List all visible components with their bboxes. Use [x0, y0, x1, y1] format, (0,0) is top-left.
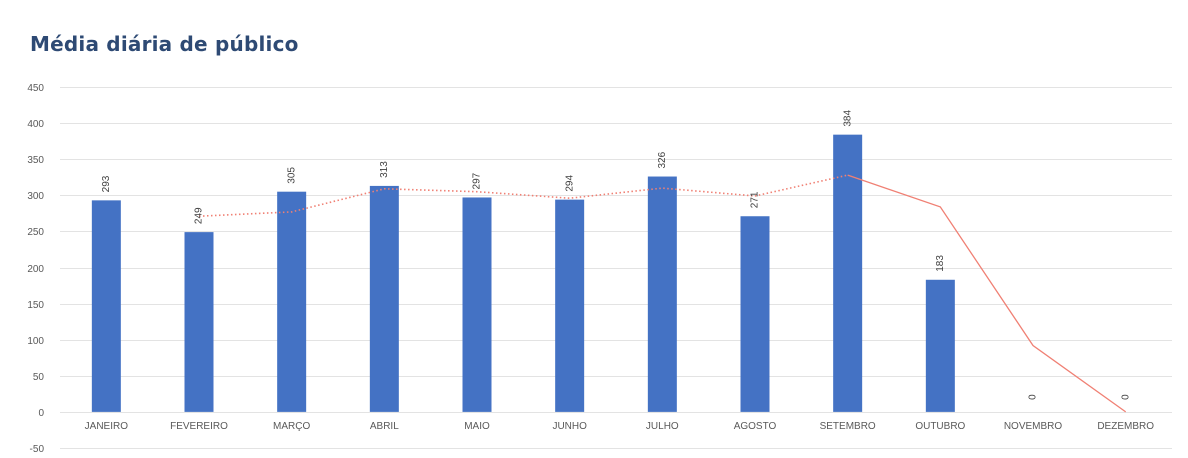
x-tick-label: JULHO — [646, 421, 679, 432]
bar — [833, 134, 863, 412]
y-tick-label: 300 — [27, 191, 44, 202]
data-label: 249 — [194, 207, 205, 224]
bar — [184, 232, 214, 412]
data-label: 0 — [1120, 394, 1131, 400]
bar — [369, 185, 399, 412]
x-axis-labels: JANEIRO FEVEREIRO MARÇO ABRIL MAIO JUNHO JULHO… — [85, 421, 1155, 432]
x-tick-label: JANEIRO — [85, 421, 129, 432]
bar — [740, 216, 770, 412]
bar — [555, 199, 585, 412]
data-label: 0 — [1028, 394, 1039, 400]
x-tick-label: NOVEMBRO — [1004, 421, 1063, 432]
data-label: 313 — [379, 161, 390, 178]
y-tick-label: 350 — [27, 155, 44, 166]
data-label: 326 — [657, 151, 668, 168]
x-tick-label: MAIO — [464, 421, 490, 432]
data-label: 293 — [101, 175, 112, 192]
trendline-solid — [847, 174, 1127, 413]
x-tick-label: MARÇO — [273, 421, 310, 432]
y-tick-label: 400 — [27, 119, 44, 130]
bar — [925, 279, 955, 412]
x-tick-label: ABRIL — [370, 421, 399, 432]
data-label: 384 — [842, 110, 853, 127]
y-tick-label: -50 — [30, 444, 45, 455]
chart-title: Média diária de público — [30, 32, 299, 56]
data-label: 305 — [286, 167, 297, 184]
y-tick-label: 450 — [27, 83, 44, 94]
y-tick-label: 0 — [38, 408, 44, 419]
data-label: 294 — [564, 175, 575, 192]
bar — [91, 200, 121, 412]
y-tick-label: 100 — [27, 336, 44, 347]
data-label: 271 — [750, 191, 761, 208]
bar — [647, 176, 677, 412]
y-tick-label: 250 — [27, 227, 44, 238]
y-tick-label: 200 — [27, 264, 44, 275]
x-tick-label: JUNHO — [552, 421, 587, 432]
x-tick-label: OUTUBRO — [915, 421, 965, 432]
gridlines: -50 0 50 100 150 200 250 300 350 400 450 — [27, 83, 1172, 455]
data-label: 183 — [935, 255, 946, 272]
data-label: 297 — [472, 172, 483, 189]
x-tick-label: AGOSTO — [734, 421, 777, 432]
x-tick-label: DEZEMBRO — [1097, 421, 1154, 432]
y-tick-label: 150 — [27, 300, 44, 311]
data-labels: 293 249 305 313 297 294 326 271 384 183 0 0 — [101, 110, 1131, 400]
y-tick-label: 50 — [33, 372, 45, 383]
bar — [462, 197, 492, 412]
bar — [277, 191, 307, 412]
bars-series — [91, 134, 955, 412]
x-tick-label: FEVEREIRO — [170, 421, 228, 432]
trendline-dotted — [198, 174, 848, 217]
x-tick-label: SETEMBRO — [820, 421, 876, 432]
